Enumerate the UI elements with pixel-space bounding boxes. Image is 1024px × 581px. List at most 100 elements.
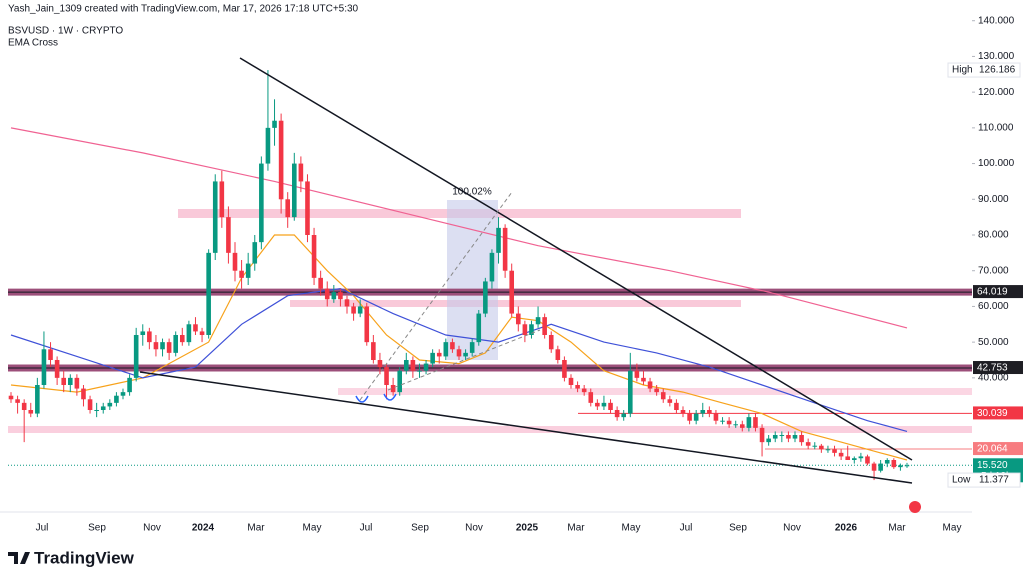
indicator: EMA Cross <box>8 38 58 49</box>
candle-body <box>542 317 547 335</box>
candle-body <box>160 342 165 350</box>
x-tick-label: Mar <box>888 523 906 534</box>
price-tag <box>973 406 1023 420</box>
candle-body <box>838 452 844 457</box>
candle-body <box>305 181 310 235</box>
candle-body <box>674 402 679 410</box>
candle-body <box>87 399 93 410</box>
candle-body <box>54 360 60 378</box>
candle-body <box>120 392 126 396</box>
candle-body <box>318 277 323 289</box>
x-tick-label: May <box>303 523 322 534</box>
levels: High 126.186 64.019 42.753 30.039 20.064 15.52… <box>8 62 1023 488</box>
candle-body <box>331 292 337 300</box>
candle-body <box>476 313 482 343</box>
x-tick-label: Mar <box>567 523 585 534</box>
measure-box <box>447 200 498 360</box>
candle-body <box>291 163 297 218</box>
candle-body <box>621 413 627 418</box>
candle-body <box>226 217 231 253</box>
candle-body <box>515 313 521 325</box>
ema-lines <box>10 127 908 461</box>
price-tag <box>973 442 1023 456</box>
candle-body <box>278 120 284 200</box>
candle-body <box>436 352 442 357</box>
candle-body <box>766 438 771 443</box>
stat-name: High <box>952 65 973 76</box>
candle-body <box>469 342 475 353</box>
candle-body <box>595 402 600 407</box>
x-tick-label: Nov <box>465 523 483 534</box>
candle-body <box>239 270 244 278</box>
stat-name: Low <box>952 475 971 486</box>
x-tick-label: Sep <box>729 523 747 534</box>
price-tag-label: 20.064 <box>977 444 1008 455</box>
candle-body <box>627 370 633 414</box>
x-tick-label: Jul <box>680 523 693 534</box>
candle-body <box>483 281 488 314</box>
candle-body <box>680 410 686 414</box>
candle-body <box>865 456 870 464</box>
price-tag <box>973 285 1023 299</box>
candle-body <box>581 388 587 393</box>
candle-body <box>522 324 528 335</box>
channel <box>359 191 513 401</box>
candle-body <box>588 392 594 403</box>
symbol: BSVUSD · 1W · CRYPTO <box>8 26 123 37</box>
candle-body <box>147 331 152 343</box>
candle-body <box>364 306 370 343</box>
ema-line <box>10 127 908 329</box>
candle-body <box>456 349 462 357</box>
drawings <box>139 57 913 484</box>
candle-body <box>792 435 798 439</box>
candle-body <box>285 199 291 218</box>
logo: TradingView <box>8 548 135 567</box>
candle-body <box>390 385 396 393</box>
candle-body <box>344 299 350 307</box>
candle-body <box>660 392 666 400</box>
candle-body <box>324 288 330 300</box>
candle-body <box>371 342 376 360</box>
candle-body <box>575 385 580 389</box>
candle-body <box>384 367 389 385</box>
candle-body <box>357 306 363 314</box>
candle-body <box>21 402 27 410</box>
ema-line <box>10 234 908 461</box>
candle-body <box>812 445 818 447</box>
candle-body <box>127 377 132 393</box>
candle-body <box>298 163 304 182</box>
candle-body <box>28 410 34 414</box>
candle-body <box>272 120 277 128</box>
candle-body <box>647 381 653 389</box>
candle-body <box>884 460 890 464</box>
x-tick-label: 2026 <box>835 523 858 534</box>
zone <box>290 300 741 307</box>
marker <box>355 393 397 403</box>
candle-body <box>206 252 211 335</box>
candle-body <box>199 331 205 335</box>
y-tick-label: 100.000 <box>978 158 1015 169</box>
x-tick-label: Jul <box>360 523 373 534</box>
candle-body <box>871 463 877 471</box>
zone <box>8 426 972 433</box>
y-tick-label: 70.000 <box>978 265 1009 276</box>
candles <box>8 70 910 481</box>
candle-body <box>212 181 218 253</box>
candle-body <box>601 402 607 407</box>
candle-body <box>423 363 429 371</box>
candle-body <box>41 349 47 385</box>
candle-body <box>687 413 692 421</box>
candle-body <box>693 413 699 421</box>
candle-body <box>739 424 745 428</box>
stat-label: 11.377 <box>979 475 1009 486</box>
candle-body <box>265 127 271 164</box>
candle-body <box>707 410 712 414</box>
candle-body <box>851 458 857 460</box>
credit: Yash_Jain_1309 created with TradingView.… <box>8 4 359 15</box>
annotation: 100.02% <box>452 187 492 198</box>
event-icon <box>909 501 921 513</box>
x-tick-label: Nov <box>143 523 161 534</box>
candle-body <box>555 349 561 360</box>
candle-body <box>496 227 501 253</box>
